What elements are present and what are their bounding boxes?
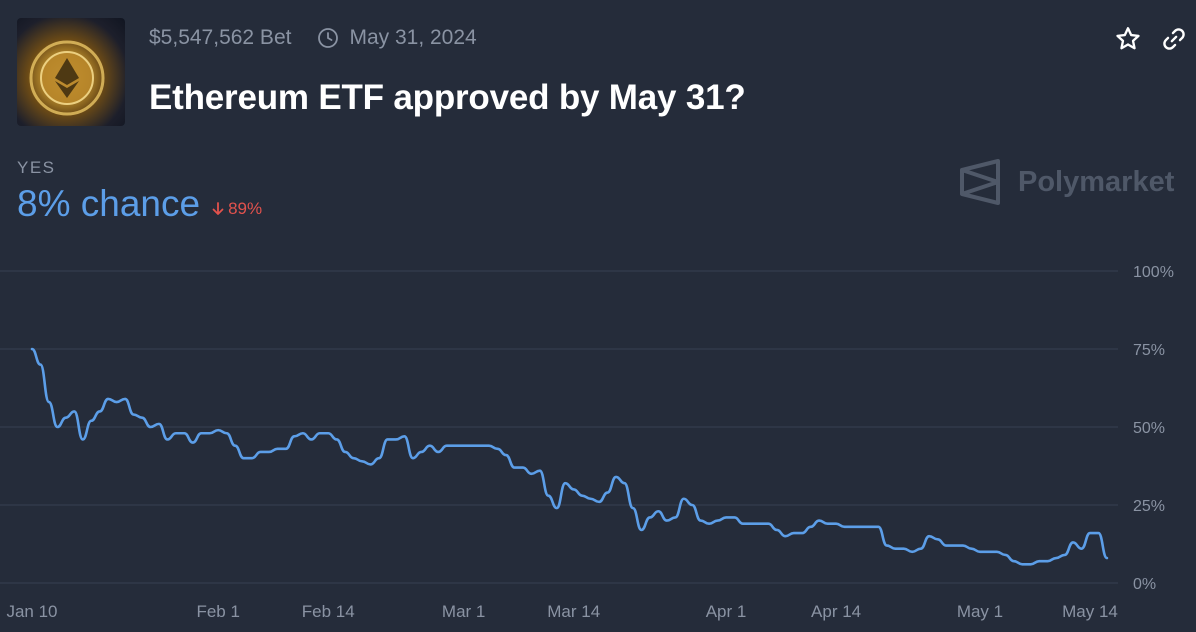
brand-name: Polymarket [1018, 165, 1175, 198]
y-tick-label: 75% [1133, 342, 1165, 359]
favorite-button[interactable] [1113, 24, 1143, 54]
x-tick-label: May 14 [1062, 602, 1118, 621]
y-tick-label: 0% [1133, 576, 1156, 593]
polymarket-brand: Polymarket [958, 158, 1174, 206]
copy-link-button[interactable] [1159, 24, 1189, 54]
star-icon [1116, 27, 1140, 50]
x-tick-label: Mar 1 [442, 602, 485, 621]
polymarket-logo-icon [960, 159, 1000, 205]
x-tick-label: Apr 1 [706, 602, 747, 621]
volume-text: $5,547,562 Bet [149, 26, 292, 49]
x-tick-label: Mar 14 [547, 602, 600, 621]
y-tick-label: 25% [1133, 498, 1165, 515]
x-tick-label: May 1 [957, 602, 1003, 621]
y-tick-label: 100% [1133, 264, 1174, 281]
change-value: 89% [228, 199, 263, 218]
x-tick-label: Feb 14 [302, 602, 355, 621]
change-indicator: 89% [212, 199, 262, 219]
arrow-down-icon [212, 202, 224, 215]
link-icon [1163, 28, 1185, 50]
x-tick-label: Feb 1 [196, 602, 239, 621]
chance-value: 8% chance [17, 183, 201, 224]
y-tick-label: 50% [1133, 420, 1165, 437]
series-line [30, 347, 1109, 566]
outcome-label: YES [17, 158, 56, 177]
ethereum-coin-image [17, 18, 125, 126]
market-meta: $5,547,562 Bet May 31, 2024 [149, 25, 477, 51]
end-date: May 31, 2024 [317, 26, 477, 50]
market-title: Ethereum ETF approved by May 31? [149, 78, 746, 117]
clock-icon [318, 28, 339, 48]
chance-display: 8% chance 89% [17, 183, 262, 225]
end-date-text: May 31, 2024 [349, 26, 477, 49]
x-tick-label: Apr 14 [811, 602, 861, 621]
x-tick-label: Jan 10 [6, 602, 57, 621]
